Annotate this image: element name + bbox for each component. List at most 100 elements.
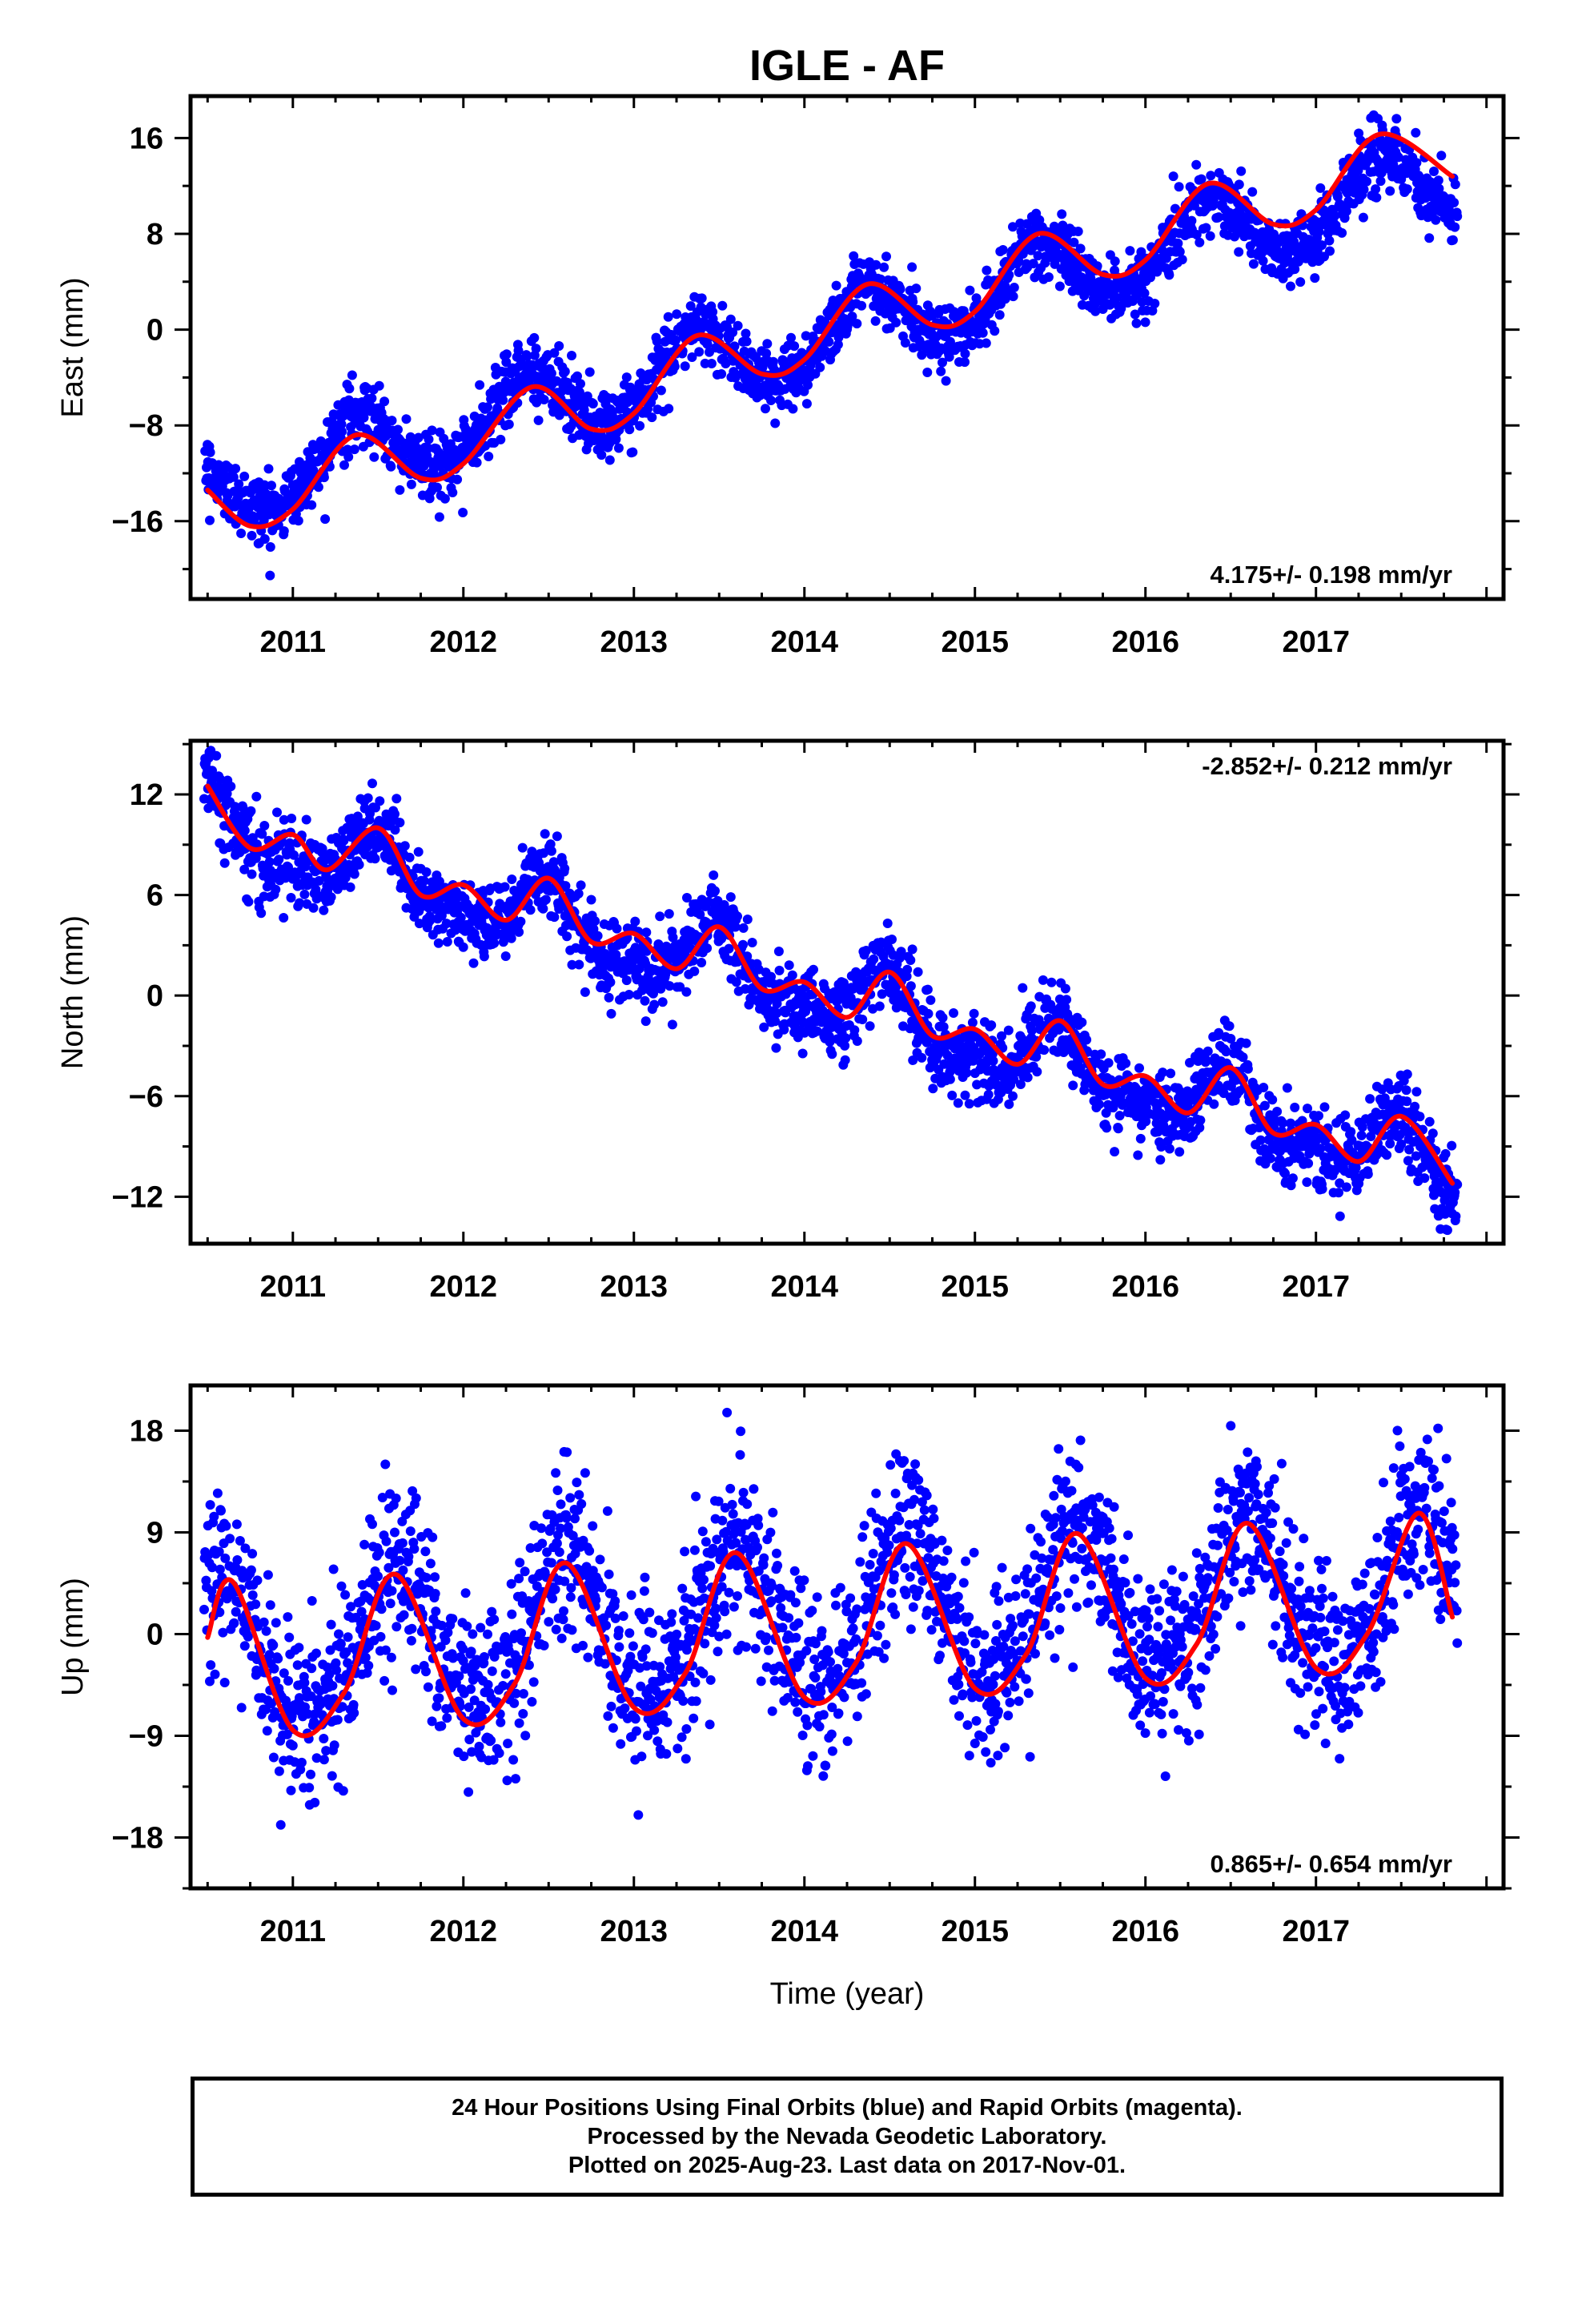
data-point (1314, 227, 1324, 237)
data-point (990, 326, 1000, 336)
data-point (1317, 240, 1327, 251)
data-point (206, 1660, 216, 1671)
data-point (710, 886, 720, 896)
data-point (339, 460, 349, 470)
data-point (738, 939, 748, 950)
data-point (1411, 1151, 1421, 1161)
data-point (865, 1021, 875, 1031)
data-point (214, 1546, 224, 1557)
plot-frame-east (188, 94, 1506, 601)
data-point (1353, 165, 1363, 175)
data-point (1436, 151, 1447, 161)
data-point (1018, 983, 1028, 993)
data-point (1402, 1096, 1412, 1107)
data-point (264, 857, 275, 867)
data-point (1062, 995, 1072, 1005)
data-point (708, 307, 718, 317)
data-point (525, 905, 536, 915)
data-point (576, 880, 586, 891)
data-point (1131, 318, 1142, 328)
data-point (1411, 127, 1421, 138)
data-point (256, 908, 267, 919)
data-point (1147, 306, 1158, 316)
x-tick-label: 2012 (430, 1270, 498, 1304)
data-point (390, 825, 400, 835)
data-point (272, 807, 282, 818)
data-point (668, 932, 678, 943)
data-point (1214, 1027, 1224, 1038)
data-point (1003, 1025, 1014, 1035)
data-point (236, 529, 247, 538)
data-point (938, 1022, 949, 1032)
data-point (221, 1521, 231, 1531)
data-point (647, 412, 657, 423)
data-point (689, 966, 700, 976)
data-point (1195, 1123, 1205, 1133)
data-point (784, 960, 794, 971)
data-point (231, 1606, 241, 1617)
data-point (755, 390, 765, 400)
data-point (344, 384, 355, 394)
data-point (1337, 227, 1347, 238)
data-point (267, 480, 276, 491)
data-point (259, 534, 270, 544)
data-point (847, 312, 857, 322)
data-point (812, 1026, 822, 1036)
data-point (319, 905, 329, 915)
data-point (706, 359, 717, 368)
data-point (237, 1566, 247, 1576)
data-point (475, 380, 485, 390)
data-point (572, 371, 582, 381)
final-orbit-points-east (200, 110, 1463, 581)
data-point (529, 332, 540, 343)
data-point (496, 434, 506, 444)
data-point (997, 1031, 1006, 1041)
data-point (967, 1017, 978, 1027)
data-point (257, 829, 267, 839)
data-point (663, 312, 673, 322)
data-point (320, 514, 331, 525)
data-point (307, 500, 317, 510)
data-point (1272, 1107, 1283, 1116)
data-point (1391, 114, 1402, 124)
data-point (343, 452, 354, 462)
data-point (721, 359, 731, 368)
data-point (1315, 183, 1326, 193)
data-point (640, 995, 650, 1006)
data-point (395, 485, 405, 495)
data-point (1424, 233, 1435, 243)
data-point (1186, 215, 1197, 226)
data-point (728, 328, 738, 337)
data-point (624, 424, 635, 435)
y-tick-label: −12 (112, 1180, 163, 1214)
data-point (1449, 198, 1460, 207)
data-point (592, 931, 603, 941)
data-point (295, 898, 304, 908)
data-point (905, 981, 916, 991)
data-point (1214, 212, 1224, 223)
data-point (1202, 1055, 1211, 1066)
data-point (452, 474, 463, 485)
data-point (1295, 277, 1306, 287)
data-point (1450, 1188, 1460, 1197)
data-point (230, 802, 240, 812)
x-tick-label: 2011 (260, 625, 326, 659)
data-point (212, 1488, 223, 1498)
data-point (926, 995, 936, 1005)
data-point (857, 1015, 868, 1024)
data-point (905, 955, 916, 965)
data-point (1385, 1139, 1395, 1149)
data-point (697, 293, 707, 304)
data-point (442, 937, 452, 947)
data-point (456, 912, 466, 923)
data-point (1375, 176, 1386, 187)
data-point (1334, 1188, 1343, 1198)
data-point (500, 882, 510, 892)
data-point (879, 262, 889, 272)
data-point (279, 526, 289, 537)
data-point (337, 427, 347, 436)
data-point (560, 366, 570, 376)
data-point (766, 971, 776, 982)
y-tick-label: 6 (147, 879, 163, 913)
data-point (259, 821, 270, 830)
